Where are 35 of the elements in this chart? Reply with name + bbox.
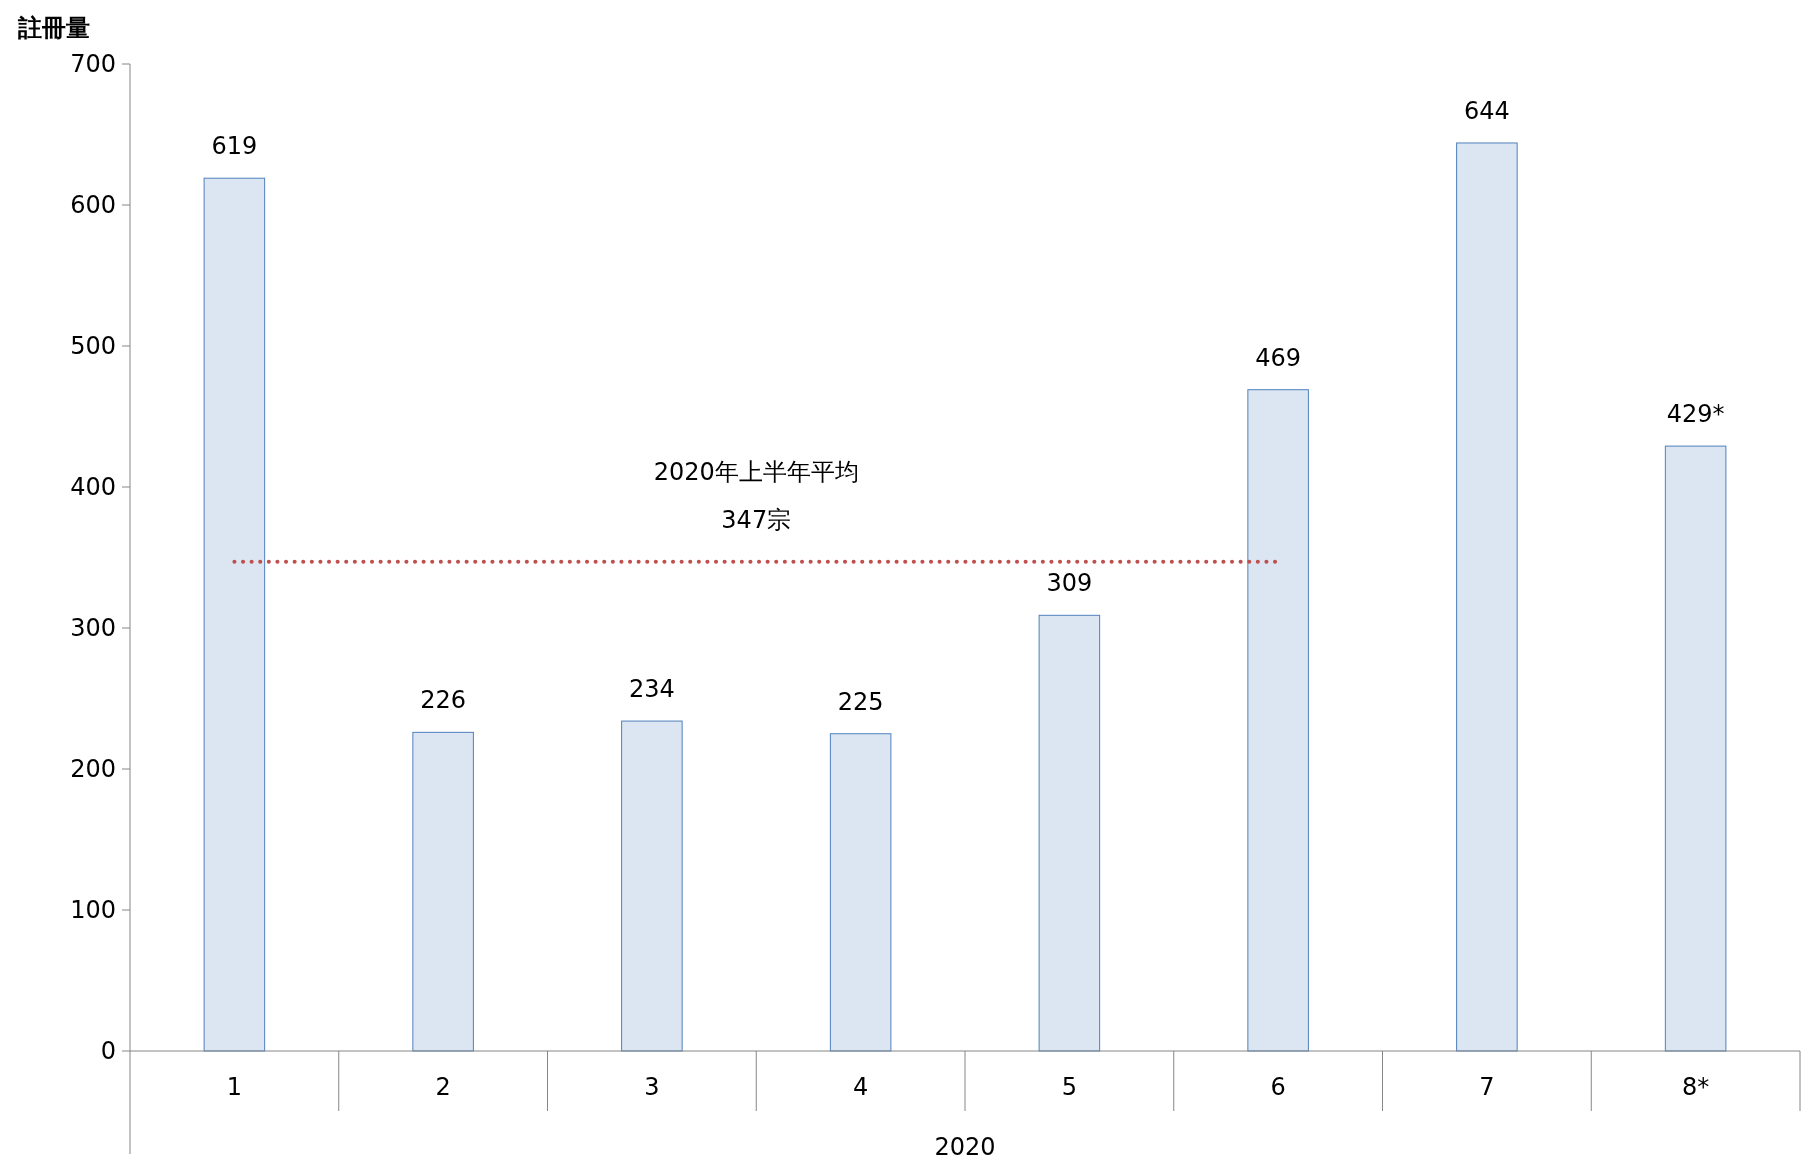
x-tick-label: 5 bbox=[1061, 1073, 1078, 1101]
x-axis-title: 2020 bbox=[934, 1133, 996, 1161]
bar bbox=[1038, 614, 1101, 1052]
bar bbox=[1664, 445, 1727, 1052]
x-tick-label: 1 bbox=[226, 1073, 243, 1101]
y-tick-label: 500 bbox=[70, 332, 116, 361]
ref-line-label: 2020年上半年平均 347宗 bbox=[653, 457, 859, 534]
data-label: 309 bbox=[1046, 569, 1093, 598]
data-label: 225 bbox=[837, 687, 884, 716]
y-tick-label: 200 bbox=[70, 755, 116, 784]
data-label: 429* bbox=[1666, 400, 1725, 429]
bar bbox=[621, 720, 683, 1052]
data-label: 234 bbox=[628, 675, 675, 704]
y-tick-label: 0 bbox=[100, 1037, 116, 1066]
bar bbox=[829, 733, 892, 1052]
bar bbox=[1456, 142, 1518, 1052]
data-label: 226 bbox=[420, 686, 467, 715]
data-label: 644 bbox=[1463, 96, 1510, 125]
x-tick-label: 3 bbox=[644, 1073, 660, 1101]
x-tick-label: 2 bbox=[435, 1073, 451, 1101]
x-tick-label: 4 bbox=[852, 1073, 869, 1101]
x-tick-label: 7 bbox=[1479, 1073, 1495, 1101]
y-tick-label: 600 bbox=[70, 191, 116, 220]
y-tick-label: 400 bbox=[70, 473, 116, 502]
bar bbox=[1247, 389, 1309, 1052]
data-label: 619 bbox=[211, 132, 258, 161]
y-tick-label: 300 bbox=[70, 614, 116, 643]
y-axis-title: 註冊量 bbox=[17, 14, 90, 42]
bar bbox=[412, 731, 474, 1052]
x-tick-label: 6 bbox=[1270, 1073, 1286, 1101]
y-tick-label: 700 bbox=[70, 50, 116, 79]
bar bbox=[203, 177, 266, 1052]
x-tick-label: 8* bbox=[1681, 1073, 1710, 1101]
y-tick-label: 100 bbox=[70, 896, 116, 925]
data-label: 469 bbox=[1255, 343, 1302, 372]
